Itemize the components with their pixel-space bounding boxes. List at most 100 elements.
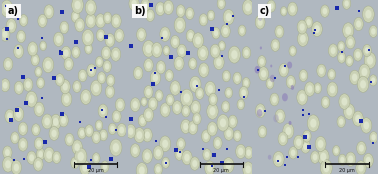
Circle shape: [26, 91, 37, 107]
Circle shape: [74, 49, 78, 55]
Circle shape: [296, 139, 301, 146]
Point: [367, 81, 373, 84]
Circle shape: [80, 160, 90, 174]
Circle shape: [190, 157, 200, 170]
Circle shape: [46, 8, 51, 15]
Circle shape: [363, 6, 374, 22]
Circle shape: [173, 38, 177, 45]
Circle shape: [153, 146, 163, 160]
Circle shape: [11, 160, 22, 174]
Circle shape: [356, 141, 366, 155]
Circle shape: [291, 85, 294, 90]
Circle shape: [105, 15, 110, 21]
Circle shape: [237, 99, 245, 110]
Circle shape: [192, 80, 198, 88]
Circle shape: [164, 48, 168, 53]
Circle shape: [365, 10, 372, 18]
Circle shape: [14, 164, 19, 171]
Circle shape: [222, 101, 230, 112]
Circle shape: [133, 66, 143, 80]
Circle shape: [115, 98, 125, 112]
Circle shape: [361, 68, 367, 76]
Circle shape: [129, 0, 139, 11]
Point: [302, 136, 308, 138]
Circle shape: [170, 81, 180, 95]
Circle shape: [258, 126, 267, 138]
Circle shape: [0, 79, 10, 92]
Circle shape: [111, 14, 121, 28]
Circle shape: [211, 96, 215, 102]
Circle shape: [314, 83, 322, 94]
Circle shape: [30, 45, 35, 53]
Circle shape: [221, 25, 230, 38]
Point: [218, 55, 225, 58]
Circle shape: [103, 164, 107, 170]
Circle shape: [243, 162, 254, 174]
Circle shape: [175, 104, 180, 111]
Circle shape: [85, 33, 91, 42]
Circle shape: [360, 80, 366, 88]
Circle shape: [213, 137, 222, 149]
Text: c): c): [259, 6, 270, 16]
Point: [59, 52, 65, 55]
Circle shape: [344, 1, 349, 6]
Circle shape: [90, 80, 102, 96]
Point: [8, 119, 14, 122]
Circle shape: [311, 151, 319, 163]
Circle shape: [114, 17, 119, 25]
Circle shape: [242, 47, 251, 59]
Circle shape: [319, 67, 324, 74]
Circle shape: [73, 13, 78, 20]
Circle shape: [195, 37, 201, 44]
Circle shape: [257, 109, 262, 117]
Circle shape: [145, 132, 150, 139]
Circle shape: [98, 17, 103, 25]
Circle shape: [110, 126, 115, 132]
Circle shape: [281, 67, 286, 74]
Circle shape: [301, 140, 310, 153]
Circle shape: [305, 82, 315, 96]
Circle shape: [93, 84, 99, 92]
Circle shape: [278, 132, 288, 146]
Circle shape: [241, 89, 246, 96]
Point: [241, 96, 247, 99]
Circle shape: [43, 57, 54, 73]
Circle shape: [34, 102, 44, 116]
Circle shape: [177, 60, 182, 67]
Circle shape: [323, 164, 329, 172]
Circle shape: [101, 107, 105, 114]
Circle shape: [117, 32, 122, 39]
Circle shape: [29, 95, 34, 103]
Circle shape: [115, 29, 124, 42]
Circle shape: [205, 81, 216, 97]
Circle shape: [210, 125, 215, 133]
Point: [356, 10, 363, 13]
Circle shape: [3, 58, 13, 71]
Circle shape: [339, 54, 344, 60]
Circle shape: [243, 0, 254, 15]
Circle shape: [321, 96, 330, 108]
Circle shape: [223, 158, 234, 173]
Circle shape: [363, 153, 373, 168]
Circle shape: [72, 0, 84, 13]
Point: [311, 29, 318, 31]
Circle shape: [238, 25, 246, 36]
Circle shape: [201, 130, 211, 143]
Point: [163, 162, 169, 164]
Circle shape: [108, 123, 116, 135]
Point: [307, 112, 313, 115]
Circle shape: [176, 5, 185, 17]
Circle shape: [101, 46, 111, 60]
Circle shape: [342, 0, 351, 9]
Circle shape: [6, 19, 16, 33]
Circle shape: [219, 1, 223, 7]
Circle shape: [245, 3, 251, 11]
Point: [209, 27, 215, 30]
Circle shape: [371, 28, 376, 34]
Circle shape: [19, 14, 28, 26]
Circle shape: [38, 14, 47, 27]
Circle shape: [16, 110, 21, 118]
Circle shape: [3, 146, 12, 159]
Circle shape: [101, 132, 105, 138]
Text: 20 μm: 20 μm: [214, 168, 229, 173]
